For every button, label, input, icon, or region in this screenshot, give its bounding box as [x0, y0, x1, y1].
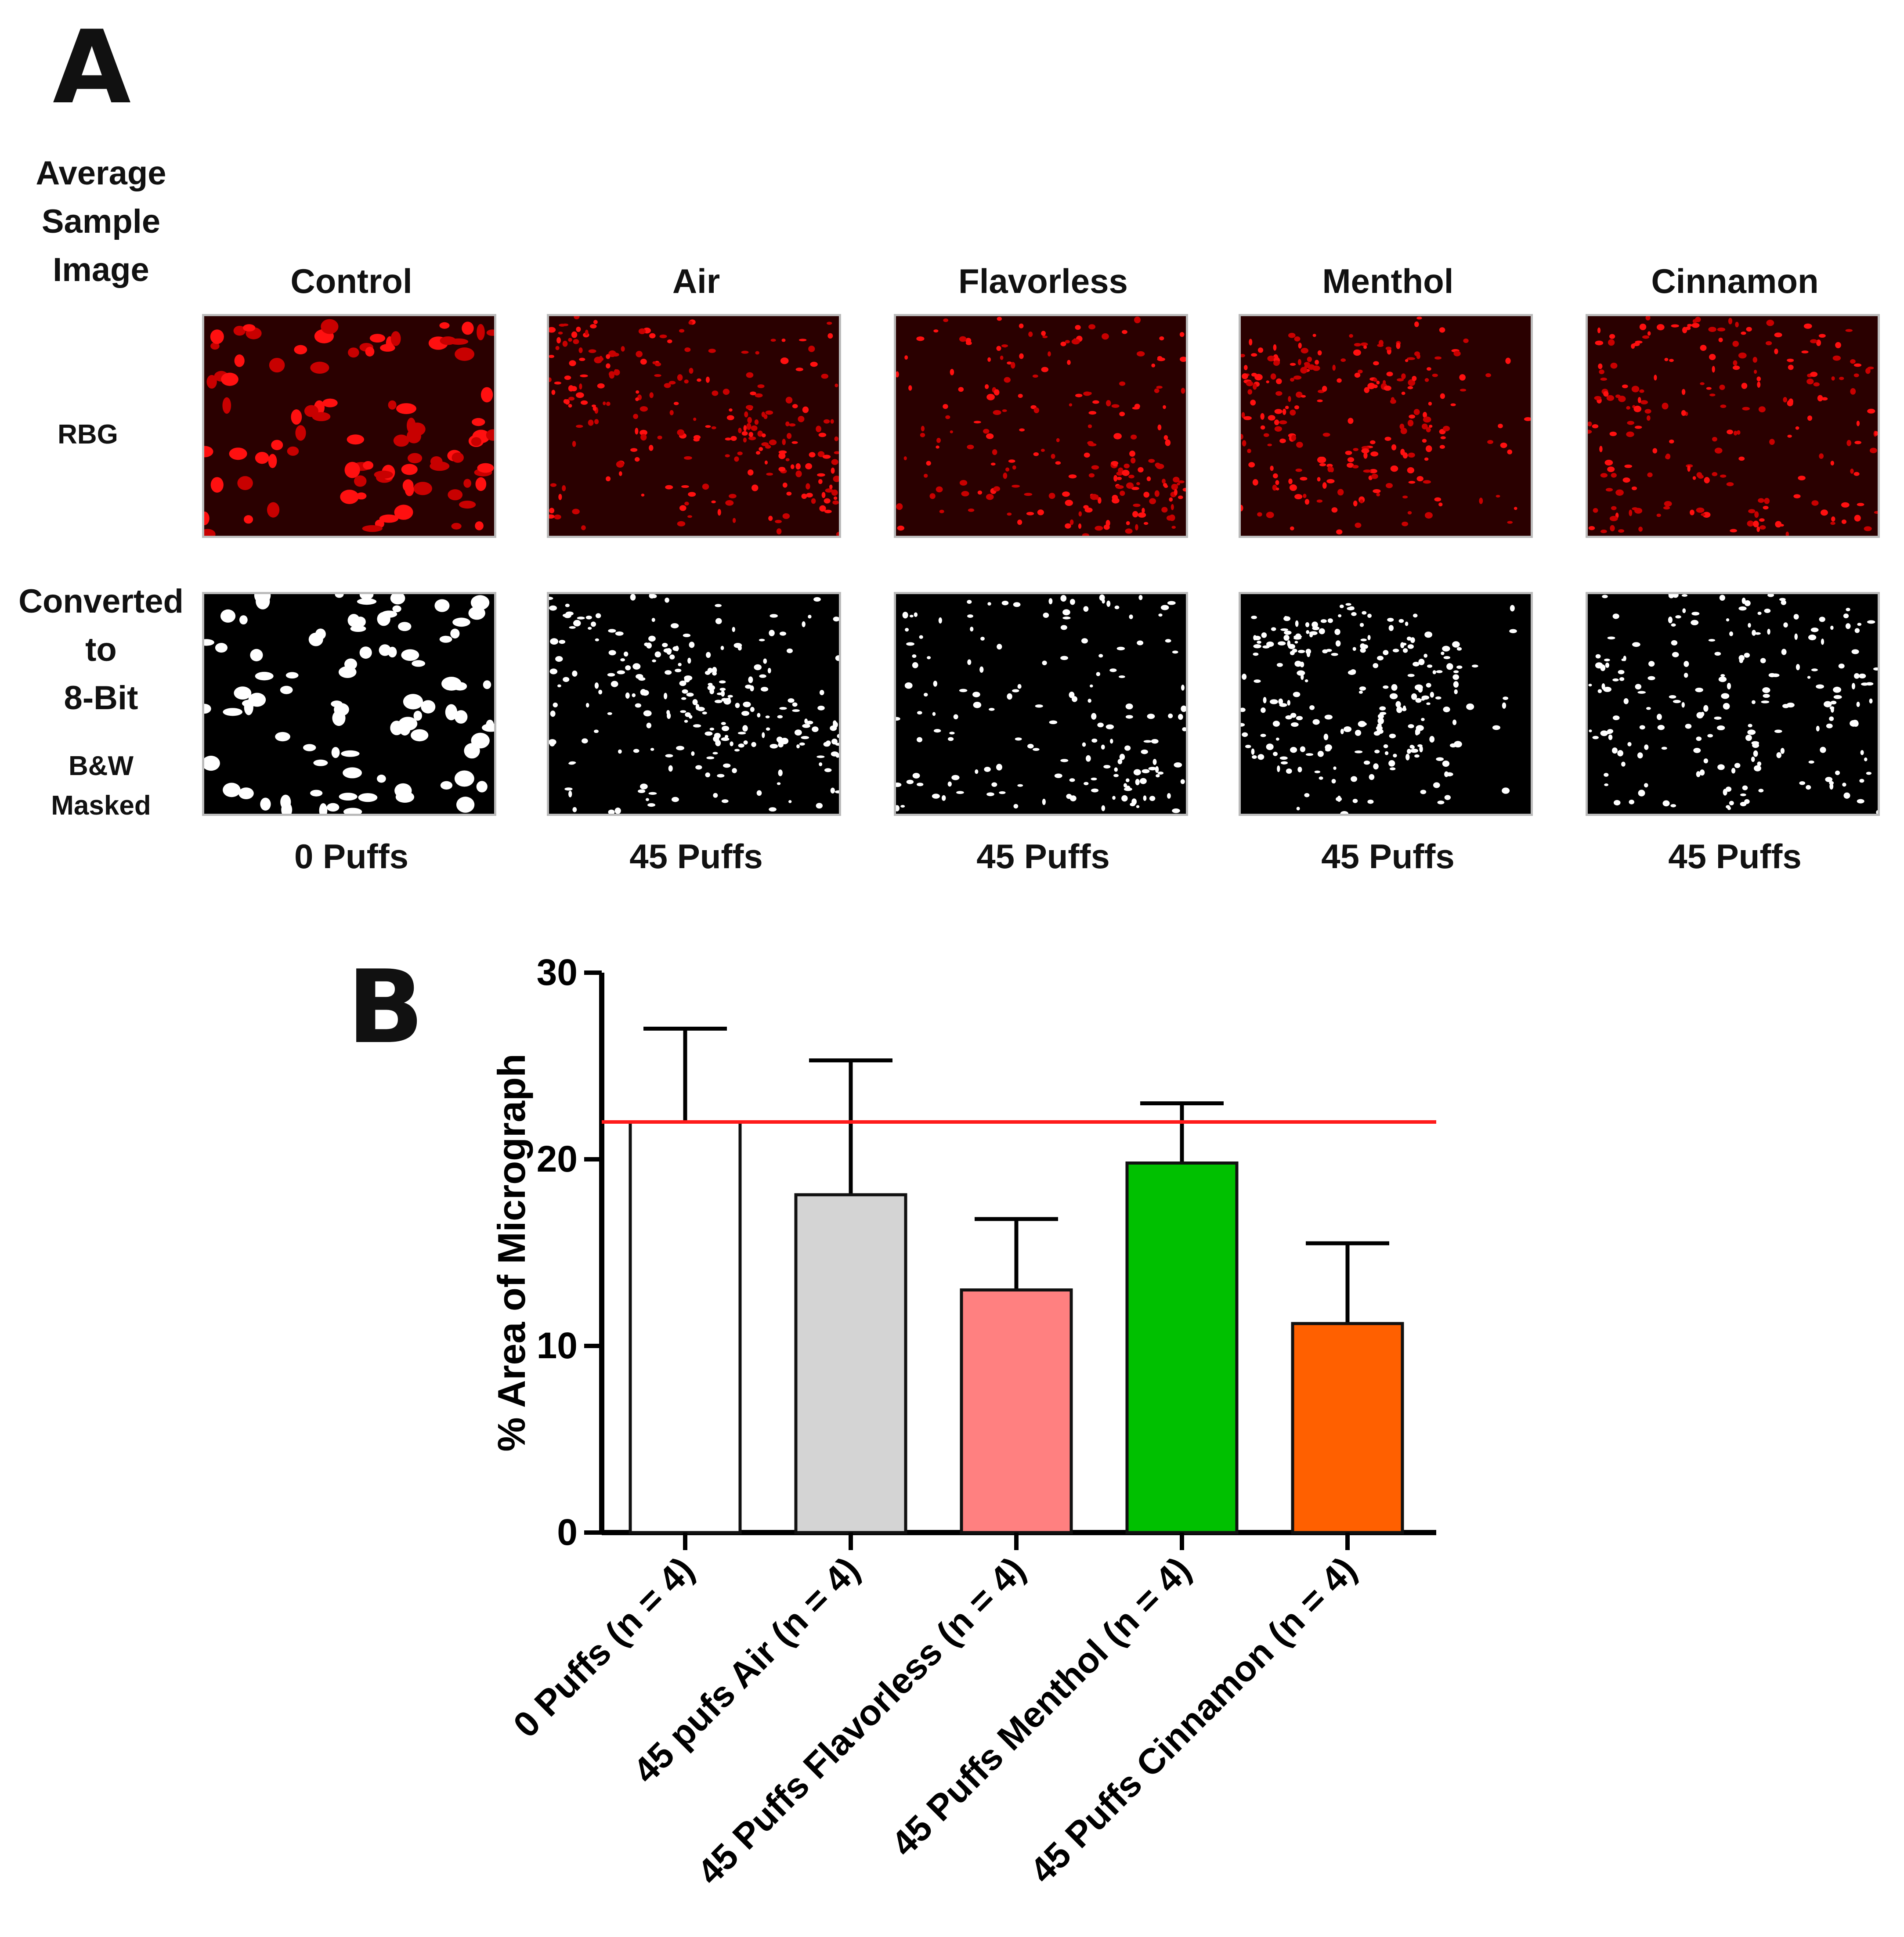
column-title-control: Control	[290, 262, 412, 300]
puffs-label-menthol: 45 Puffs	[1321, 837, 1455, 876]
column-title-air: Air	[672, 262, 720, 300]
row-bw-label-top: Converted to 8-Bit	[18, 583, 184, 717]
y-axis-label: % Area of Micrograph	[490, 1053, 533, 1451]
row-bw-label-bottom: B&W Masked	[51, 751, 151, 821]
row-header-label: Average Sample Image	[36, 155, 166, 289]
bar-3	[960, 1288, 1073, 1534]
bar-2	[794, 1193, 907, 1534]
column-title-menthol: Menthol	[1322, 262, 1454, 300]
y-tick-label: 30	[537, 952, 578, 993]
panel-b-letter: B	[347, 949, 424, 1066]
micrograph-rgb-cinnamon	[1586, 314, 1880, 538]
micrograph-rgb-control	[202, 314, 496, 538]
bar-1	[629, 1120, 742, 1534]
micrograph-rgb-flavorless	[894, 314, 1188, 538]
category-label: 45 Puffs Cinnamon (n = 4)	[1022, 1549, 1364, 1891]
panel-a-letter: A	[53, 9, 131, 126]
bar-4	[1125, 1161, 1239, 1534]
puffs-label-air: 45 Puffs	[629, 837, 763, 876]
y-tick-label: 20	[537, 1138, 578, 1180]
puffs-label-cinnamon: 45 Puffs	[1668, 837, 1802, 876]
column-title-cinnamon: Cinnamon	[1651, 262, 1819, 300]
y-tick-label: 0	[557, 1511, 578, 1553]
puffs-label-flavorless: 45 Puffs	[976, 837, 1110, 876]
category-label: 45 Puffs Flavorless (n = 4)	[690, 1549, 1033, 1892]
puffs-label-control: 0 Puffs	[294, 837, 409, 876]
y-tick-label: 10	[537, 1325, 578, 1366]
micrograph-rgb-air	[547, 314, 841, 538]
micrograph-bw-control	[202, 592, 496, 816]
micrograph-bw-menthol	[1239, 592, 1533, 816]
micrograph-bw-air	[547, 592, 841, 816]
micrograph-bw-cinnamon	[1586, 592, 1880, 816]
row-rgb-label: RBG	[58, 419, 118, 450]
column-title-flavorless: Flavorless	[958, 262, 1128, 300]
micrograph-bw-flavorless	[894, 592, 1188, 816]
bar-5	[1291, 1322, 1404, 1534]
category-label: 45 Puffs Menthol (n = 4)	[884, 1549, 1199, 1864]
micrograph-rgb-menthol	[1239, 314, 1533, 538]
